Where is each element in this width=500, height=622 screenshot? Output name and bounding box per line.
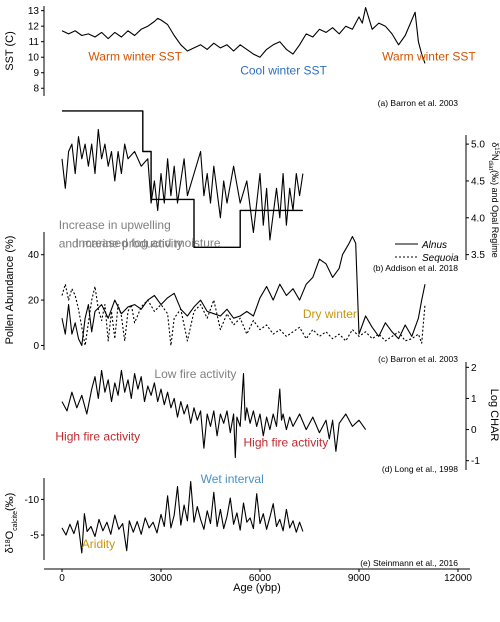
panel-c-annotation: Dry winter: [303, 307, 357, 321]
panel-e-annotation: Aridity: [82, 537, 115, 551]
panel-a-ytick-label: 9: [33, 68, 39, 79]
panel-a-annotation: Warm winter SST: [88, 49, 182, 63]
panel-a-annotation: Cool winter SST: [240, 63, 327, 77]
panel-d-ytick-label: -1: [471, 456, 480, 467]
panel-a-ytick-label: 12: [28, 22, 40, 33]
panel-a-series-line: [61, 7, 426, 64]
panel-c-ytick-label: 0: [33, 341, 39, 352]
panel-c-ytick-label: 40: [28, 250, 40, 261]
panel-e-ylabel: δ18Ocalcite(‰): [4, 493, 19, 554]
panel-b-ytick-label: 5.0: [471, 140, 485, 151]
panel-e-series-line: [61, 481, 304, 554]
panel-d-ylabel: Log CHAR: [488, 389, 500, 442]
legend-alnus-label: Alnus: [421, 240, 447, 251]
panel-a-ylabel: SST (C): [4, 31, 16, 71]
panel-d-source: (d) Long et al., 1998: [382, 464, 458, 474]
panel-a-annotation: Warm winter SST: [382, 49, 476, 63]
panel-e-ytick-label: -5: [30, 531, 39, 542]
panel-b-source: (b) Addison et al. 2018: [373, 263, 458, 273]
panel-c-source: (c) Barron et al. 2003: [378, 354, 458, 364]
panel-e-annotation: Wet interval: [201, 472, 264, 486]
legend-sequoia-label: Sequoia: [422, 253, 459, 264]
panel-d-series-line: [61, 369, 367, 459]
panel-e-source: (e) Steinmann et al., 2016: [360, 558, 458, 568]
panel-b-series-d15n: [61, 128, 304, 241]
panel-d-ytick-label: 2: [471, 363, 477, 374]
panel-c-series-sequoia: [61, 283, 426, 347]
panel-b-ytick-label: 4.5: [471, 176, 485, 187]
panel-d-ytick-label: 1: [471, 394, 477, 405]
panel-c-ytick-label: 20: [28, 296, 40, 307]
panel-c-series-alnus: [61, 235, 426, 347]
panel-d-annotation: High fire activity: [244, 436, 329, 450]
x-tick-label: 6000: [249, 573, 272, 584]
panel-a-ytick-label: 11: [29, 37, 40, 48]
panel-b-ylabel: δ15Ndiat(‰) and Opal Regime: [487, 142, 500, 257]
x-tick-label: 12000: [444, 573, 472, 584]
x-axis-label: Age (ybp): [233, 582, 281, 594]
panel-d-annotation: High fire activity: [55, 429, 140, 443]
panel-c-annotation: Increased fog and moisture: [75, 236, 221, 250]
panel-b-series-opal-regime: [62, 110, 303, 248]
panel-b-ytick-label: 4.0: [471, 213, 485, 224]
panel-a-ytick-label: 8: [33, 84, 39, 95]
x-tick-label: 0: [59, 573, 65, 584]
panel-a-ytick-label: 10: [28, 53, 40, 64]
panel-b-annotation: Increase in upwelling: [59, 218, 171, 232]
panel-b-annotation: and marine productivity: [59, 236, 183, 250]
panel-d-ytick-label: 0: [471, 425, 477, 436]
panel-a-ytick-label: 13: [28, 6, 40, 17]
panel-a-source: (a) Barron et al. 2003: [378, 98, 459, 108]
x-tick-label: 3000: [150, 573, 173, 584]
panel-c-ylabel: Pollen Abundance (%): [4, 236, 16, 345]
panel-e-ytick-label: -10: [25, 495, 40, 506]
panel-d-annotation: Low fire activity: [154, 367, 236, 381]
x-tick-label: 9000: [348, 573, 371, 584]
panel-b-ytick-label: 3.5: [471, 250, 485, 261]
